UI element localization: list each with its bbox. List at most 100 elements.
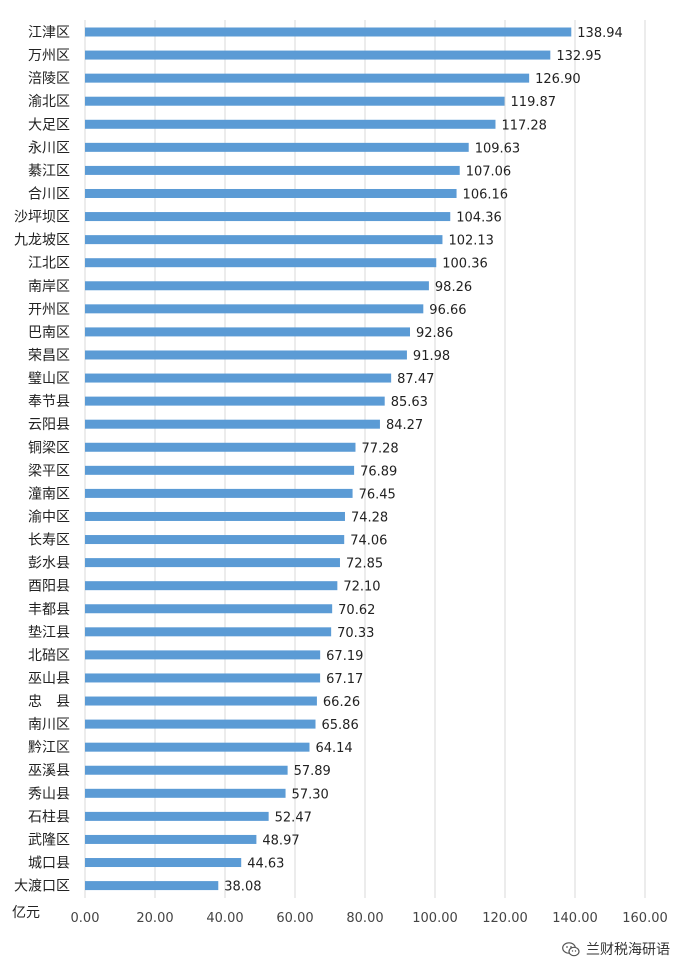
data-label: 38.08	[224, 880, 261, 895]
bar	[85, 212, 451, 222]
data-label: 98.26	[435, 280, 472, 295]
bars	[85, 27, 572, 891]
category-label: 沙坪坝区	[14, 210, 70, 226]
category-label: 垫江县	[28, 625, 70, 641]
bar	[85, 396, 385, 406]
data-label: 57.30	[292, 787, 329, 802]
category-label: 石柱县	[28, 809, 70, 825]
x-tick-label: 20.00	[136, 911, 173, 926]
bar	[85, 188, 457, 198]
x-tick-label: 60.00	[276, 911, 313, 926]
bar	[85, 627, 332, 637]
bar	[85, 650, 321, 660]
data-label: 76.89	[360, 464, 397, 479]
bar	[85, 165, 460, 175]
bar	[85, 442, 356, 452]
data-label: 64.14	[315, 741, 352, 756]
category-label: 忠 县	[28, 694, 70, 710]
category-label: 巴南区	[28, 325, 70, 341]
category-label: 江津区	[28, 25, 70, 41]
bar	[85, 604, 333, 614]
data-label: 106.16	[463, 187, 509, 202]
data-label: 74.28	[351, 510, 388, 525]
bar	[85, 765, 288, 775]
category-label: 万州区	[28, 48, 70, 64]
data-label: 96.66	[429, 303, 466, 318]
category-label: 荣昌区	[28, 348, 70, 364]
bar	[85, 281, 429, 291]
unit-label: 亿元	[12, 905, 40, 921]
category-label: 丰都县	[28, 602, 70, 618]
bar	[85, 511, 345, 521]
bar	[85, 581, 338, 591]
data-label: 76.45	[359, 487, 396, 502]
category-label: 大足区	[28, 117, 70, 133]
category-label: 江北区	[28, 256, 70, 272]
category-label: 梁平区	[28, 463, 70, 479]
bar	[85, 27, 572, 37]
category-label: 北碚区	[28, 648, 70, 664]
x-tick-label: 0.00	[71, 911, 100, 926]
data-label: 84.27	[386, 418, 423, 433]
bar	[85, 419, 380, 429]
data-label: 67.19	[326, 649, 363, 664]
data-label: 72.10	[343, 580, 380, 595]
data-label: 92.86	[416, 326, 453, 341]
category-label: 彭水县	[28, 556, 70, 572]
category-label: 秀山县	[28, 786, 70, 802]
value-labels: 138.94 132.95 126.90 119.87 117.28 109.63 107.…	[224, 26, 623, 895]
x-tick-label: 40.00	[206, 911, 243, 926]
bar	[85, 558, 340, 568]
data-label: 119.87	[511, 95, 557, 110]
bar	[85, 327, 411, 337]
bar	[85, 142, 469, 152]
category-label: 巫山县	[28, 671, 70, 687]
category-label: 长寿区	[28, 532, 70, 549]
category-label: 涪陵区	[28, 71, 70, 87]
category-label: 綦江区	[28, 163, 70, 179]
wechat-icon	[562, 941, 580, 956]
data-label: 126.90	[535, 72, 581, 87]
bar	[85, 858, 242, 868]
data-label: 66.26	[323, 695, 360, 710]
category-label: 南川区	[28, 717, 70, 733]
data-label: 85.63	[391, 395, 428, 410]
watermark: 兰财税海研语	[562, 939, 670, 959]
bar	[85, 811, 269, 821]
category-label: 渝北区	[28, 94, 70, 110]
category-label: 巫溪县	[28, 763, 70, 779]
data-label: 77.28	[361, 441, 398, 456]
data-label: 70.62	[338, 603, 375, 618]
data-label: 91.98	[413, 349, 450, 364]
x-axis-tick-labels: 0.00 20.00 40.00 60.00 80.00 100.00 120.00 140.…	[71, 911, 668, 926]
category-label: 奉节县	[28, 394, 70, 410]
bar	[85, 73, 530, 83]
category-label: 合川区	[28, 186, 70, 202]
data-label: 102.13	[448, 234, 494, 249]
data-label: 57.89	[294, 764, 331, 779]
x-tick-label: 80.00	[346, 911, 383, 926]
category-label: 渝中区	[28, 509, 70, 525]
x-tick-label: 140.00	[552, 911, 598, 926]
data-label: 100.36	[442, 257, 488, 272]
data-label: 65.86	[322, 718, 359, 733]
category-label: 云阳县	[28, 417, 70, 433]
bar	[85, 304, 424, 314]
category-label: 开州区	[28, 302, 70, 318]
bar	[85, 350, 407, 360]
category-label: 南岸区	[28, 279, 70, 295]
x-tick-label: 100.00	[412, 911, 458, 926]
category-labels: 江津区万州区涪陵区渝北区大足区永川区綦江区合川区沙坪坝区九龙坡区江北区南岸区开州…	[14, 25, 70, 895]
data-label: 132.95	[556, 49, 602, 64]
category-label: 武隆区	[28, 832, 70, 848]
data-label: 70.33	[337, 626, 374, 641]
data-label: 74.06	[350, 534, 387, 549]
data-label: 117.28	[501, 118, 546, 133]
x-tick-label: 120.00	[482, 911, 528, 926]
category-label: 铜梁区	[28, 440, 70, 456]
bar	[85, 535, 345, 545]
bar	[85, 788, 286, 798]
data-label: 44.63	[247, 857, 284, 872]
